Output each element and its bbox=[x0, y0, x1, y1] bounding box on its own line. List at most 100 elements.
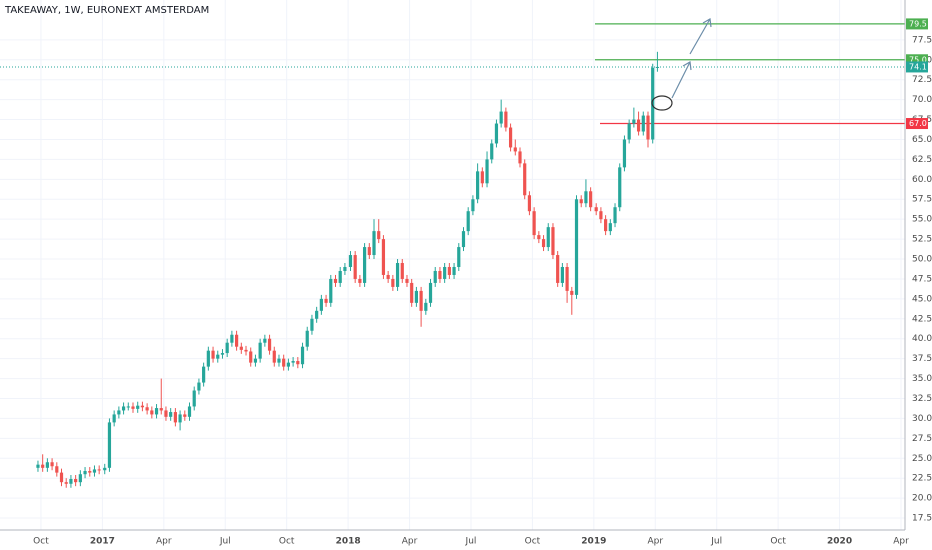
candle-body bbox=[556, 255, 560, 283]
annotations bbox=[651, 18, 712, 111]
candle-body bbox=[636, 119, 641, 132]
y-tick-label: 70.0 bbox=[912, 95, 932, 105]
candle-body bbox=[461, 231, 466, 248]
candle-body bbox=[348, 255, 353, 267]
x-tick-label: Jul bbox=[465, 537, 477, 547]
candle-body bbox=[627, 123, 631, 140]
candle-body bbox=[329, 278, 333, 303]
candle-body bbox=[613, 207, 617, 224]
x-tick-label: 2019 bbox=[581, 537, 606, 547]
candle-body bbox=[59, 472, 64, 483]
candle-body bbox=[443, 266, 447, 279]
y-tick-label: 65.0 bbox=[912, 135, 932, 145]
candle-body bbox=[466, 211, 470, 232]
candle-body bbox=[178, 414, 182, 423]
candle-body bbox=[386, 274, 390, 279]
candle-body bbox=[310, 318, 314, 331]
arrow-head bbox=[702, 18, 712, 28]
candle-body bbox=[187, 406, 192, 417]
candle-body bbox=[220, 353, 225, 355]
candle-body bbox=[471, 199, 475, 212]
y-tick-label: 45.0 bbox=[912, 294, 932, 304]
candle-body bbox=[140, 405, 145, 408]
candle-body bbox=[641, 115, 645, 132]
candle-body bbox=[424, 302, 428, 311]
candle-body bbox=[579, 199, 583, 204]
circle-annotation bbox=[651, 95, 673, 111]
candle-body bbox=[173, 412, 177, 423]
candle-body bbox=[513, 147, 517, 152]
candle-body bbox=[169, 412, 173, 417]
x-tick-label: 2020 bbox=[827, 537, 852, 547]
x-tick-label: Apr bbox=[402, 537, 418, 547]
candle-body bbox=[485, 159, 489, 184]
candle-body bbox=[277, 358, 281, 363]
x-tick-label: Jul bbox=[710, 537, 722, 547]
candle-body bbox=[263, 338, 267, 343]
x-tick-label: Apr bbox=[156, 537, 172, 547]
candle-body bbox=[216, 354, 220, 359]
candle-body bbox=[244, 349, 248, 352]
y-tick-label: 62.5 bbox=[912, 155, 932, 165]
candle-body bbox=[546, 227, 550, 248]
candle-body bbox=[74, 478, 78, 483]
y-tick-label: 35.0 bbox=[912, 374, 932, 384]
candle-body bbox=[97, 469, 101, 471]
candle-body bbox=[632, 119, 636, 124]
candle-body bbox=[126, 406, 130, 408]
candle-body bbox=[154, 408, 159, 415]
candle-body bbox=[41, 464, 45, 468]
candle-body bbox=[476, 171, 480, 200]
level-label: 79.5 bbox=[909, 19, 927, 28]
y-tick-label: 42.5 bbox=[912, 314, 932, 324]
x-tick-label: Oct bbox=[33, 537, 49, 547]
candle-body bbox=[504, 111, 508, 128]
candle-body bbox=[272, 350, 276, 363]
level-label-box bbox=[906, 18, 928, 30]
y-tick-label: 50.0 bbox=[912, 255, 932, 265]
candle-body bbox=[300, 346, 305, 365]
candle-body bbox=[570, 290, 574, 295]
y-tick-label: 77.5 bbox=[912, 35, 932, 45]
candle-body bbox=[258, 342, 262, 359]
last-price-label: 74.1 bbox=[909, 62, 927, 71]
candle-body bbox=[622, 139, 627, 168]
candle-body bbox=[202, 366, 206, 383]
arrow bbox=[671, 61, 691, 99]
candle-body bbox=[225, 342, 229, 354]
candle-body bbox=[83, 471, 87, 475]
candle-body bbox=[92, 469, 97, 473]
candle-body bbox=[353, 255, 357, 279]
y-tick-label: 32.5 bbox=[912, 394, 932, 404]
candle-body bbox=[480, 171, 484, 184]
candle-body bbox=[197, 382, 201, 391]
x-tick-label: 2017 bbox=[90, 537, 115, 547]
candle-body bbox=[381, 239, 386, 275]
candle-body bbox=[523, 163, 527, 196]
y-tick-label: 25.0 bbox=[912, 454, 932, 464]
candle-body bbox=[537, 235, 541, 240]
candle-body bbox=[400, 263, 404, 279]
candle-body bbox=[145, 407, 149, 411]
y-tick-label: 37.5 bbox=[912, 354, 932, 364]
y-tick-label: 30.0 bbox=[912, 414, 932, 424]
candle-body bbox=[594, 207, 598, 212]
candle-body bbox=[565, 266, 569, 291]
levels bbox=[0, 23, 905, 125]
candle-body bbox=[107, 422, 112, 468]
candle-body bbox=[343, 266, 347, 271]
candle-body bbox=[532, 211, 536, 236]
candle-body bbox=[282, 358, 286, 367]
candle-body bbox=[78, 474, 82, 483]
candle-body bbox=[604, 219, 608, 232]
candle-body bbox=[372, 231, 376, 256]
candle-body bbox=[234, 334, 239, 347]
candle-body bbox=[296, 361, 300, 365]
candle-body bbox=[518, 151, 522, 164]
candle-body bbox=[249, 351, 253, 363]
candle-body bbox=[551, 227, 555, 256]
x-tick-label: Jul bbox=[219, 537, 231, 547]
candle-body bbox=[618, 167, 622, 208]
y-tick-label: 57.5 bbox=[912, 195, 932, 205]
